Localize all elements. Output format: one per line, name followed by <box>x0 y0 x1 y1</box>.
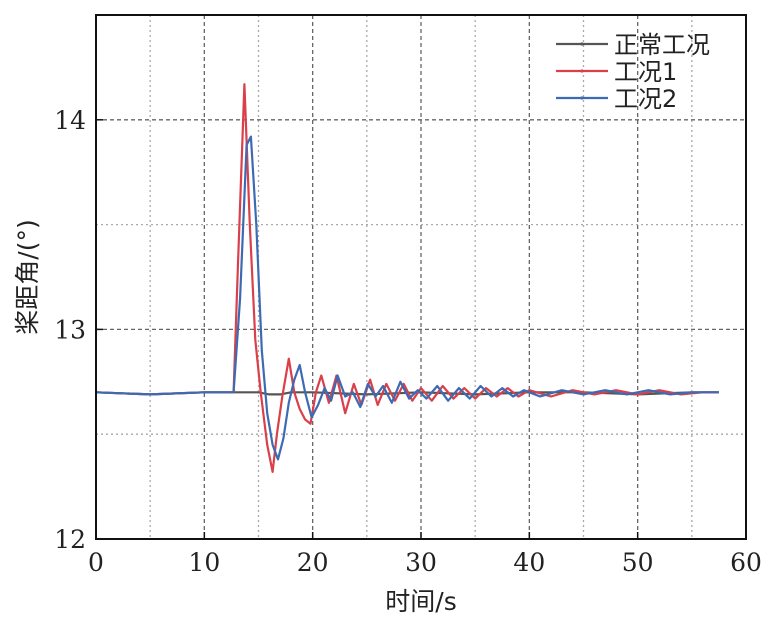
y-tick-label: 13 <box>54 315 86 344</box>
x-tick-label: 50 <box>622 548 654 577</box>
x-axis-title: 时间/s <box>385 587 456 616</box>
legend-marker-2 <box>580 96 584 100</box>
y-tick-label: 12 <box>54 525 86 554</box>
legend-marker-1 <box>580 69 584 73</box>
x-tick-label: 40 <box>513 548 545 577</box>
x-tick-label: 10 <box>188 548 220 577</box>
series-line-1 <box>95 83 719 473</box>
axis-ticks: 0 10 20 30 40 50 60 12 13 14 <box>54 106 762 577</box>
series-line-2 <box>95 135 719 461</box>
legend-label-1: 工况1 <box>614 58 677 86</box>
series-lines <box>95 83 719 473</box>
legend-marker-0 <box>580 42 584 46</box>
y-tick-label: 14 <box>54 106 86 135</box>
x-tick-label: 0 <box>88 548 104 577</box>
legend-label-0: 正常工况 <box>614 31 710 59</box>
x-tick-label: 30 <box>405 548 437 577</box>
legend-label-2: 工况2 <box>614 85 677 113</box>
grid <box>96 15 746 539</box>
x-tick-label: 20 <box>297 548 329 577</box>
x-tick-label: 60 <box>730 548 762 577</box>
y-axis-title: 桨距角/(°) <box>13 219 42 334</box>
